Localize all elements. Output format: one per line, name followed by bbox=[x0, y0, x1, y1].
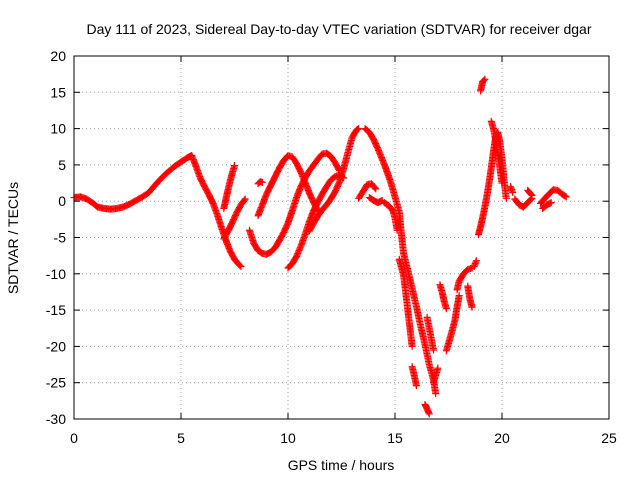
x-tick-label: 15 bbox=[387, 430, 403, 446]
x-tick-label: 20 bbox=[494, 430, 510, 446]
axis-ticks bbox=[73, 55, 610, 420]
x-tick-label: 5 bbox=[177, 430, 185, 446]
data-point bbox=[480, 76, 488, 84]
data-point bbox=[372, 185, 380, 193]
data-point bbox=[502, 194, 510, 202]
data-point bbox=[561, 192, 569, 200]
data-point bbox=[430, 346, 438, 354]
y-tick-label: -10 bbox=[46, 266, 66, 282]
y-tick-label: 20 bbox=[50, 48, 66, 64]
data-point bbox=[455, 292, 463, 300]
x-axis-label: GPS time / hours bbox=[288, 457, 395, 473]
grid bbox=[74, 56, 609, 419]
data-point bbox=[371, 184, 379, 192]
data-point bbox=[425, 410, 433, 418]
data-point bbox=[240, 196, 248, 204]
y-tick-label: -15 bbox=[46, 302, 66, 318]
data-point bbox=[481, 75, 489, 83]
data-point bbox=[442, 305, 450, 313]
data-point bbox=[355, 125, 363, 133]
data-point bbox=[354, 125, 362, 133]
y-tick-label: 0 bbox=[58, 193, 66, 209]
y-tick-label: 10 bbox=[50, 121, 66, 137]
data-point bbox=[258, 178, 266, 186]
y-tick-label: -20 bbox=[46, 338, 66, 354]
data-point bbox=[408, 342, 416, 350]
data-point bbox=[472, 257, 480, 265]
y-tick-label: -5 bbox=[54, 230, 67, 246]
data-point bbox=[528, 191, 536, 199]
y-tick-label: -30 bbox=[46, 411, 66, 427]
y-tick-label: -25 bbox=[46, 375, 66, 391]
y-tick-labels: -30 -25 -20 -15 -10 -5 0 5 10 15 20 bbox=[46, 48, 66, 427]
chart-title: Day 111 of 2023, Sidereal Day-to-day VTE… bbox=[87, 21, 592, 37]
data-point bbox=[498, 179, 506, 187]
x-tick-label: 10 bbox=[280, 430, 296, 446]
data-point bbox=[236, 261, 244, 269]
data-point bbox=[412, 382, 420, 390]
x-tick-label: 25 bbox=[601, 430, 617, 446]
x-tick-label: 0 bbox=[70, 430, 78, 446]
data-point bbox=[468, 303, 476, 311]
data-point bbox=[237, 263, 245, 271]
y-tick-label: 5 bbox=[58, 157, 66, 173]
y-axis-label: SDTVAR / TECUs bbox=[5, 182, 21, 294]
data-point bbox=[509, 188, 517, 196]
data-point bbox=[434, 364, 442, 372]
data-point bbox=[432, 390, 440, 398]
data-point bbox=[241, 195, 249, 203]
data-point bbox=[562, 193, 570, 201]
data-point bbox=[393, 226, 401, 234]
data-point bbox=[527, 190, 535, 198]
x-tick-labels: 0 5 10 15 20 25 bbox=[70, 430, 617, 446]
data-points bbox=[70, 75, 570, 418]
data-point bbox=[231, 162, 238, 170]
y-tick-label: 15 bbox=[50, 84, 66, 100]
data-point bbox=[547, 199, 555, 207]
